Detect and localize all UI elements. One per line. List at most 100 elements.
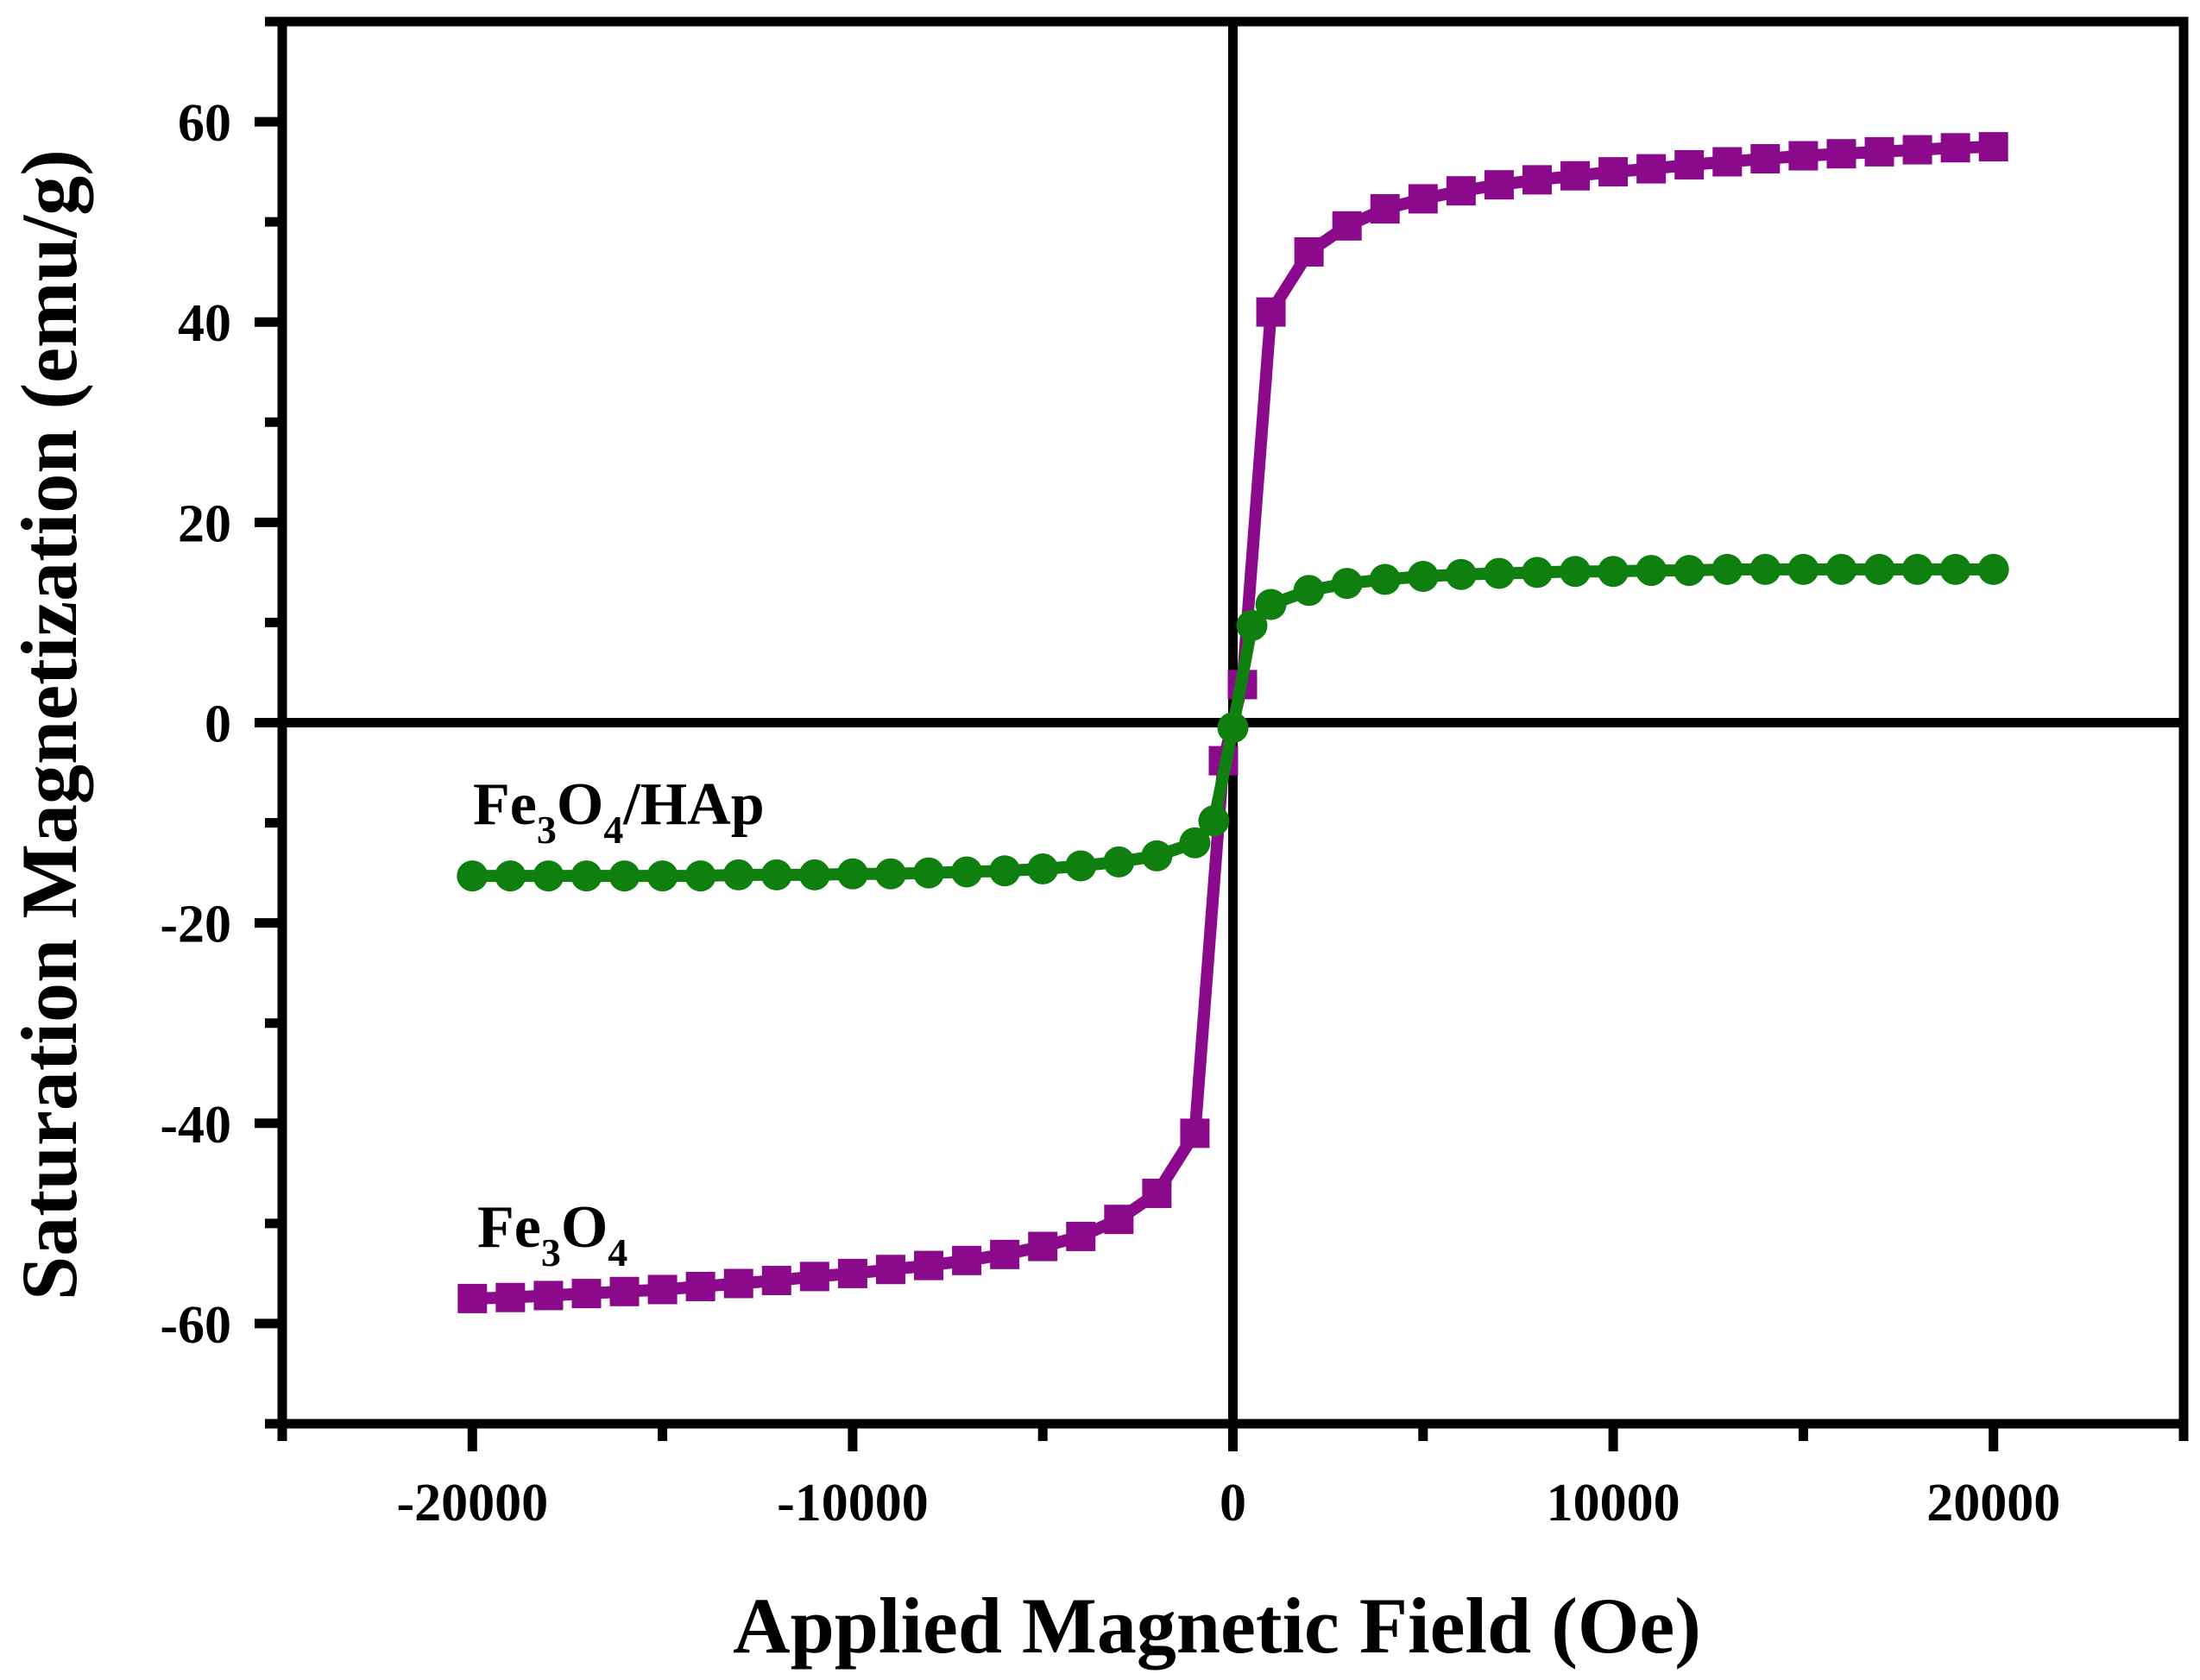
data-point-circle (1825, 553, 1857, 585)
data-point-circle (1141, 840, 1173, 871)
data-point-square (723, 1268, 753, 1299)
data-point-square (837, 1258, 867, 1288)
data-point-square (1066, 1221, 1096, 1251)
data-point-circle (495, 860, 526, 892)
data-point-circle (951, 856, 983, 888)
data-point-square (571, 1279, 602, 1309)
data-point-square (609, 1276, 640, 1306)
data-point-circle (1598, 556, 1630, 588)
data-point-circle (1787, 553, 1819, 585)
data-point-circle (874, 858, 906, 890)
data-point-square (1978, 132, 2008, 162)
data-point-square (1104, 1205, 1134, 1235)
data-point-circle (1369, 563, 1401, 595)
series-label-fe3o4: Fe3O4 (477, 1194, 627, 1274)
data-point-circle (1977, 553, 2009, 585)
data-point-circle (1674, 555, 1705, 587)
data-point-square (1788, 141, 1819, 171)
data-point-square (1294, 236, 1324, 267)
data-point-square (1712, 147, 1743, 177)
data-point-circle (1749, 553, 1781, 585)
data-point-circle (1236, 609, 1268, 641)
data-point-square (1522, 165, 1552, 195)
data-point-circle (570, 860, 602, 892)
data-point-square (1370, 194, 1400, 224)
data-point-circle (1445, 558, 1477, 590)
data-point-circle (533, 860, 564, 892)
x-axis-title: Applied Magnetic Field (Oe) (733, 1582, 1701, 1670)
data-point-circle (608, 860, 640, 892)
data-point-square (1484, 170, 1514, 200)
data-point-square (1750, 144, 1781, 174)
x-tick-label: 10000 (1547, 1474, 1680, 1532)
y-tick-label: 40 (178, 294, 231, 353)
data-point-circle (1103, 846, 1135, 878)
data-point-square (1598, 157, 1629, 187)
series-label-fe3o4-hap: Fe3O4/HAp (473, 771, 765, 852)
data-point-circle (1560, 556, 1592, 588)
data-point-square (457, 1283, 488, 1313)
data-point-circle (798, 859, 830, 890)
data-point-square (1636, 154, 1667, 184)
x-tick-label: -20000 (396, 1474, 548, 1532)
data-point-square (1408, 184, 1438, 214)
data-point-square (647, 1274, 678, 1305)
y-tick-label: -60 (160, 1296, 231, 1355)
data-point-circle (1331, 568, 1363, 600)
data-point-circle (1255, 588, 1287, 620)
tick-marks (255, 16, 2189, 1451)
x-tick-label: -10000 (777, 1474, 929, 1532)
data-point-circle (684, 860, 716, 892)
data-point-circle (1407, 561, 1439, 593)
data-point-circle (1901, 553, 1933, 585)
tick-labels: -20000 -10000 0 10000 20000 -60 -40 -20 0 20 40 60 (160, 94, 2060, 1532)
data-point-square (1902, 135, 1932, 165)
data-point-square (1256, 297, 1286, 327)
y-tick-label: -40 (160, 1096, 231, 1155)
data-point-square (875, 1255, 905, 1285)
data-point-circle (989, 855, 1021, 887)
data-point-circle (836, 858, 868, 890)
data-point-circle (1179, 827, 1211, 859)
series-fe3o4-hap (457, 553, 2009, 892)
y-tick-label: 0 (205, 695, 231, 754)
data-point-square (1446, 176, 1476, 206)
data-point-circle (1483, 557, 1515, 589)
data-point-square (990, 1239, 1020, 1269)
data-point-square (1028, 1231, 1058, 1262)
data-point-square (1940, 133, 1970, 163)
data-point-square (533, 1280, 564, 1311)
data-point-circle (646, 860, 678, 892)
data-point-circle (722, 859, 754, 890)
y-tick-label: 20 (178, 494, 231, 553)
data-point-square (1332, 211, 1362, 241)
y-tick-label: 60 (178, 94, 231, 153)
data-point-square (1142, 1179, 1172, 1209)
data-point-circle (1027, 853, 1059, 884)
data-point-circle (1863, 553, 1895, 585)
data-point-square (1180, 1118, 1210, 1148)
data-point-square (761, 1266, 791, 1296)
data-point-square (685, 1271, 715, 1301)
data-point-square (1560, 160, 1591, 191)
data-point-square (914, 1250, 944, 1280)
y-axis-title: Saturation Magnetization (emu/g) (5, 149, 93, 1300)
data-point-square (952, 1245, 982, 1275)
data-point-circle (1293, 575, 1325, 607)
data-point-square (1826, 139, 1856, 169)
data-point-circle (760, 859, 792, 890)
data-point-circle (457, 860, 489, 892)
data-point-circle (913, 857, 945, 889)
data-point-circle (1065, 850, 1097, 882)
data-point-circle (1636, 555, 1667, 587)
data-point-circle (1711, 553, 1743, 585)
data-point-circle (1521, 557, 1553, 588)
data-point-square (799, 1262, 829, 1292)
data-point-circle (1198, 805, 1230, 837)
x-tick-label: 20000 (1926, 1474, 2060, 1532)
data-point-square (1864, 136, 1894, 167)
data-point-circle (1939, 553, 1971, 585)
data-point-circle (1217, 712, 1249, 744)
data-point-square (495, 1282, 526, 1312)
